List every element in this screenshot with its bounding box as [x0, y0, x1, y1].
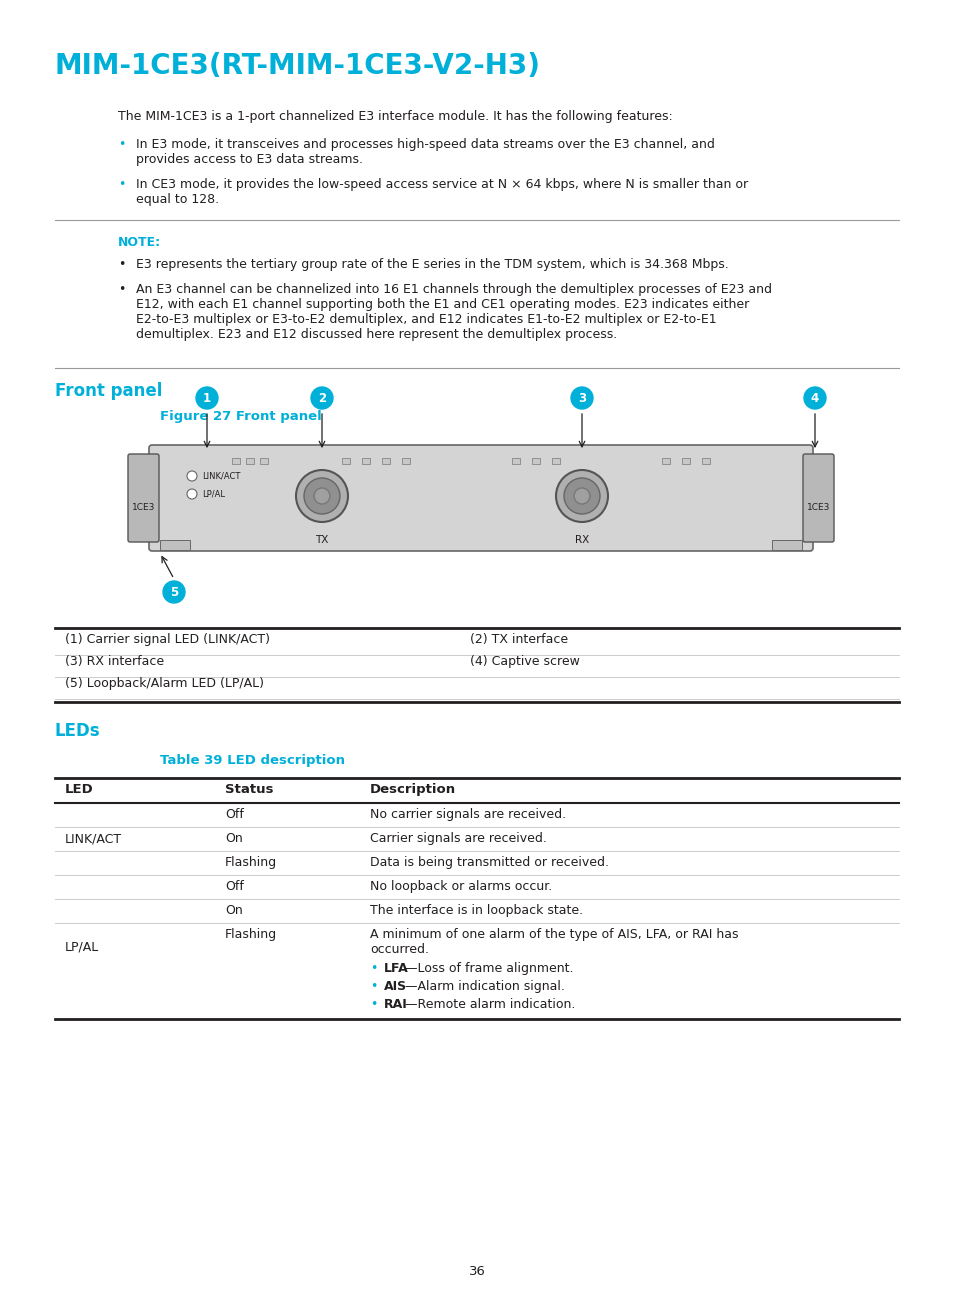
Circle shape — [314, 489, 330, 504]
FancyBboxPatch shape — [260, 457, 268, 464]
Text: 36: 36 — [468, 1265, 485, 1278]
Text: •: • — [118, 283, 125, 295]
Text: 1: 1 — [203, 391, 211, 404]
Text: No carrier signals are received.: No carrier signals are received. — [370, 807, 565, 820]
Text: •: • — [370, 998, 377, 1011]
Text: The interface is in loopback state.: The interface is in loopback state. — [370, 905, 582, 918]
Text: AIS: AIS — [384, 980, 407, 993]
Text: NOTE:: NOTE: — [118, 236, 161, 249]
FancyBboxPatch shape — [401, 457, 410, 464]
FancyBboxPatch shape — [512, 457, 519, 464]
Text: 4: 4 — [810, 391, 819, 404]
Circle shape — [574, 489, 589, 504]
Circle shape — [295, 470, 348, 522]
FancyBboxPatch shape — [532, 457, 539, 464]
Text: 5: 5 — [170, 586, 178, 599]
Text: TX: TX — [315, 535, 329, 546]
Text: 1CE3: 1CE3 — [806, 504, 829, 512]
Text: RAI: RAI — [384, 998, 407, 1011]
Circle shape — [163, 581, 185, 603]
Text: LINK/ACT: LINK/ACT — [202, 472, 240, 481]
FancyBboxPatch shape — [341, 457, 350, 464]
Circle shape — [571, 388, 593, 410]
Text: •: • — [370, 980, 377, 993]
Text: In E3 mode, it transceives and processes high-speed data streams over the E3 cha: In E3 mode, it transceives and processes… — [136, 137, 714, 166]
Text: In CE3 mode, it provides the low-speed access service at N × 64 kbps, where N is: In CE3 mode, it provides the low-speed a… — [136, 178, 747, 206]
FancyBboxPatch shape — [552, 457, 559, 464]
Text: LP/AL: LP/AL — [202, 490, 225, 499]
Text: (3) RX interface: (3) RX interface — [65, 654, 164, 667]
Text: 2: 2 — [317, 391, 326, 404]
Circle shape — [563, 478, 599, 515]
Text: Off: Off — [225, 880, 244, 893]
Circle shape — [187, 470, 196, 481]
Text: Carrier signals are received.: Carrier signals are received. — [370, 832, 546, 845]
Text: On: On — [225, 905, 242, 918]
Circle shape — [187, 489, 196, 499]
Text: MIM-1CE3(RT-MIM-1CE3-V2-H3): MIM-1CE3(RT-MIM-1CE3-V2-H3) — [55, 52, 540, 80]
Text: No loopback or alarms occur.: No loopback or alarms occur. — [370, 880, 552, 893]
Circle shape — [311, 388, 333, 410]
Text: RX: RX — [575, 535, 589, 546]
Circle shape — [195, 388, 218, 410]
Text: •: • — [118, 258, 125, 271]
Text: Off: Off — [225, 807, 244, 820]
Text: Table 39 LED description: Table 39 LED description — [160, 754, 345, 767]
FancyBboxPatch shape — [802, 454, 833, 542]
FancyBboxPatch shape — [361, 457, 370, 464]
Text: •: • — [118, 137, 125, 152]
FancyBboxPatch shape — [160, 540, 190, 550]
FancyBboxPatch shape — [681, 457, 689, 464]
Text: LFA: LFA — [384, 962, 408, 975]
Text: A minimum of one alarm of the type of AIS, LFA, or RAI has
occurred.: A minimum of one alarm of the type of AI… — [370, 928, 738, 956]
Text: LEDs: LEDs — [55, 722, 100, 740]
FancyBboxPatch shape — [381, 457, 390, 464]
Circle shape — [803, 388, 825, 410]
FancyBboxPatch shape — [128, 454, 159, 542]
Text: Flashing: Flashing — [225, 928, 276, 941]
Text: LED: LED — [65, 783, 93, 796]
Text: •: • — [370, 962, 377, 975]
Text: LP/AL: LP/AL — [65, 941, 99, 954]
Text: LINK/ACT: LINK/ACT — [65, 832, 122, 845]
FancyBboxPatch shape — [661, 457, 669, 464]
Text: Description: Description — [370, 783, 456, 796]
Text: Data is being transmitted or received.: Data is being transmitted or received. — [370, 855, 608, 870]
Text: (1) Carrier signal LED (LINK/ACT): (1) Carrier signal LED (LINK/ACT) — [65, 632, 270, 645]
Text: (2) TX interface: (2) TX interface — [470, 632, 568, 645]
Text: 1CE3: 1CE3 — [132, 504, 155, 512]
Text: Figure 27 Front panel: Figure 27 Front panel — [160, 410, 321, 422]
Text: •: • — [118, 178, 125, 191]
FancyBboxPatch shape — [149, 445, 812, 551]
FancyBboxPatch shape — [771, 540, 801, 550]
FancyBboxPatch shape — [246, 457, 253, 464]
FancyBboxPatch shape — [232, 457, 240, 464]
Text: (5) Loopback/Alarm LED (LP/AL): (5) Loopback/Alarm LED (LP/AL) — [65, 677, 264, 689]
Text: Front panel: Front panel — [55, 382, 162, 400]
Text: —Loss of frame alignment.: —Loss of frame alignment. — [405, 962, 573, 975]
FancyBboxPatch shape — [701, 457, 709, 464]
Text: —Alarm indication signal.: —Alarm indication signal. — [405, 980, 564, 993]
Text: Flashing: Flashing — [225, 855, 276, 870]
Text: —Remote alarm indication.: —Remote alarm indication. — [405, 998, 575, 1011]
Text: E3 represents the tertiary group rate of the E series in the TDM system, which i: E3 represents the tertiary group rate of… — [136, 258, 728, 271]
Text: The MIM-1CE3 is a 1-port channelized E3 interface module. It has the following f: The MIM-1CE3 is a 1-port channelized E3 … — [118, 110, 672, 123]
Text: An E3 channel can be channelized into 16 E1 channels through the demultiplex pro: An E3 channel can be channelized into 16… — [136, 283, 771, 341]
Circle shape — [304, 478, 339, 515]
Text: On: On — [225, 832, 242, 845]
Text: Status: Status — [225, 783, 274, 796]
Circle shape — [556, 470, 607, 522]
Text: 3: 3 — [578, 391, 585, 404]
Text: (4) Captive screw: (4) Captive screw — [470, 654, 579, 667]
